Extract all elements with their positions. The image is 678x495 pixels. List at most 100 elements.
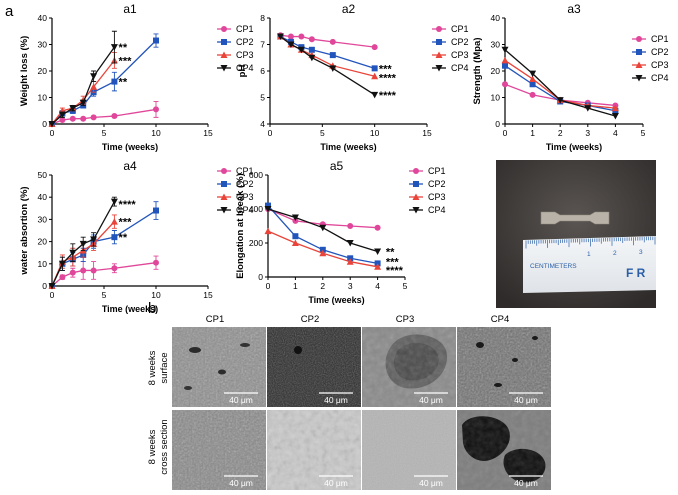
- a2-cp2-point-5: [371, 65, 378, 72]
- panel-label-a: a: [5, 3, 14, 20]
- a2-cp4-point-1: [287, 41, 295, 48]
- a5-cp3-point-0: [264, 227, 272, 235]
- a3-legend-cp1-point-legend: [636, 36, 642, 42]
- chart-a3: 0 1 2 3 4 5 0 10 20 30 40 a3 Time (weeks) Strength (M…: [472, 2, 669, 152]
- a4-x-tick-label-0: 0: [50, 290, 55, 300]
- a4-x-tick-label-2: 10: [151, 290, 161, 300]
- a1-cp3-point-4: [90, 83, 98, 90]
- a3-y-tick-label-0: 0: [495, 119, 500, 129]
- a3-y-tick-label-4: 40: [491, 13, 501, 23]
- a1-x-tick-label-1: 5: [102, 128, 107, 138]
- a4-line-cp4: [51, 201, 115, 287]
- a5-x-tick-label-4: 4: [375, 281, 380, 291]
- a1-y-tick-label-2: 20: [38, 66, 48, 76]
- a2-legend-label-cp4: CP4: [451, 63, 469, 73]
- a4-legend-cp3: CP3: [217, 192, 254, 202]
- a1-cp1-point-2: [69, 115, 76, 122]
- a5-series-cp1: [265, 206, 381, 231]
- a1-legend-cp1: CP1: [217, 24, 254, 34]
- sem-image-cp4-cross-section: [457, 410, 551, 490]
- a2-line-cp3: [280, 36, 375, 77]
- a1-significance-1: ***: [119, 55, 133, 67]
- a5-x-tick-label-0: 0: [266, 281, 271, 291]
- a3-cp1-point-1: [529, 91, 536, 98]
- sem-image-cp1-cross-section: [172, 410, 266, 490]
- ruler-label: CENTIMETERS: [530, 263, 577, 270]
- a4-cp1-point-1: [59, 274, 66, 281]
- sem-scale-label-1-2: 40 μm: [419, 478, 443, 488]
- a5-x-label: Time (weeks): [308, 295, 364, 305]
- sem-scale-label-0-0: 40 μm: [229, 395, 253, 405]
- a3-legend-cp4-point-legend: [635, 75, 643, 82]
- a4-cp4-point-3: [79, 240, 87, 248]
- a5-significance-0: **: [386, 247, 395, 259]
- sem-image-cp2-surface: [267, 327, 361, 407]
- a1-title: a1: [123, 2, 137, 16]
- a1-cp1-point-5: [111, 113, 118, 120]
- sem-image-cp3-cross-section: [362, 410, 456, 490]
- a1-significance-0: **: [119, 42, 128, 54]
- a3-cp3-point-4: [611, 104, 619, 112]
- a5-cp2-point-0: [265, 202, 271, 209]
- a4-legend-label-cp4: CP4: [236, 205, 254, 215]
- ruler-brand: F R: [626, 266, 646, 280]
- a2-significance-0: ***: [379, 63, 393, 75]
- a2-cp3-point-5: [371, 72, 379, 80]
- ruler-number-3: 3: [639, 249, 643, 256]
- a1-x-tick-label-2: 10: [151, 128, 161, 138]
- a1-legend-cp2-point-legend: [221, 39, 227, 45]
- a5-x-tick-label-1: 1: [293, 281, 298, 291]
- a3-cp1-point-0: [502, 81, 508, 88]
- a4-cp4-point-5: [110, 198, 118, 206]
- a1-cp1-point-4: [90, 114, 97, 121]
- a4-cp2-point-5: [111, 234, 118, 241]
- a5-y-label: Elongation at break (%): [235, 173, 246, 279]
- a4-title: a4: [123, 159, 137, 173]
- a4-x-label: Time (weeks): [102, 304, 158, 314]
- a4-x-tick-label-1: 5: [102, 290, 107, 300]
- a2-significance-2: ****: [379, 90, 397, 102]
- a1-cp4-point-1: [58, 111, 66, 119]
- a2-x-tick-label-2: 10: [370, 128, 380, 138]
- a3-x-tick-label-4: 4: [613, 128, 618, 138]
- a5-cp1-point-3: [347, 223, 354, 229]
- a4-cp3-point-5: [110, 218, 118, 225]
- a1-series-cp4: [48, 30, 118, 128]
- a4-x-tick-label-3: 15: [203, 290, 213, 300]
- sem-scale-label-1-1: 40 μm: [324, 478, 348, 488]
- a4-y-tick-label-2: 20: [38, 237, 48, 247]
- a3-cp2-point-1: [529, 81, 536, 88]
- a1-cp4-point-3: [79, 99, 87, 107]
- a5-legend-label-cp4: CP4: [428, 205, 446, 215]
- sem-scale-label-1-0: 40 μm: [229, 478, 253, 488]
- chart-a5: 0 1 2 3 4 5 0 200 400 600 a5 Time (weeks) Elongation…: [235, 159, 446, 305]
- a1-y-tick-label-3: 30: [38, 40, 48, 50]
- a4-legend-label-cp2: CP2: [236, 179, 254, 189]
- panel-label-b: b: [148, 300, 156, 317]
- a3-x-tick-label-1: 1: [530, 128, 535, 138]
- a3-cp4-point-2: [556, 97, 564, 104]
- a5-legend-label-cp3: CP3: [428, 192, 446, 202]
- a4-series-cp3: [48, 214, 118, 289]
- a2-cp1-point-3: [308, 36, 315, 43]
- a1-series-cp1: [49, 101, 159, 127]
- a2-x-tick-label-0: 0: [268, 128, 273, 138]
- a1-legend-label-cp1: CP1: [236, 24, 254, 34]
- sem-image-cp1-surface: [172, 327, 266, 407]
- a1-y-tick-label-4: 40: [38, 13, 48, 23]
- a2-legend-cp1: CP1: [432, 24, 469, 34]
- a4-legend-cp3-point-legend: [220, 193, 228, 200]
- a3-title: a3: [567, 2, 581, 16]
- a2-legend-label-cp1: CP1: [451, 24, 469, 34]
- a3-x-tick-label-2: 2: [558, 128, 563, 138]
- a1-y-tick-label-0: 0: [42, 119, 47, 129]
- sem-scale-bars: 40 μm 40 μm 40 μm 40 μm 40 μm 40 μm 40 μm 40 μm: [224, 392, 543, 488]
- a3-legend-cp2: CP2: [632, 47, 669, 57]
- a2-legend-label-cp3: CP3: [451, 50, 469, 60]
- a4-cp4-point-2: [69, 249, 77, 257]
- a4-y-tick-label-1: 10: [38, 259, 48, 269]
- a3-legend-label-cp3: CP3: [651, 60, 669, 70]
- a1-x-tick-label-3: 15: [203, 128, 213, 138]
- ruler: [523, 236, 656, 293]
